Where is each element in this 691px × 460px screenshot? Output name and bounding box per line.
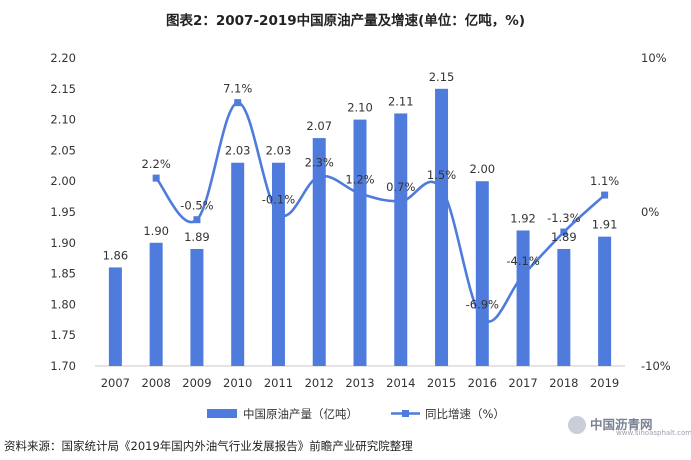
line-marker — [193, 216, 201, 224]
line-marker — [438, 185, 446, 193]
bar-data-label: 1.89 — [184, 230, 210, 244]
line-marker — [560, 228, 568, 236]
x-tick-label: 2008 — [142, 376, 171, 390]
y-left-tick-label: 1.80 — [50, 297, 76, 311]
line-marker — [478, 314, 486, 322]
y-left-tick-label: 2.10 — [50, 113, 76, 127]
line-marker — [234, 99, 242, 107]
x-tick-label: 2010 — [223, 376, 252, 390]
line-data-label: -0.5% — [180, 199, 213, 213]
y-left-tick-label: 2.05 — [50, 143, 76, 157]
bar-data-label: 2.07 — [306, 119, 332, 133]
x-tick-label: 2013 — [345, 376, 374, 390]
bar — [190, 248, 204, 366]
bar-data-label: 1.89 — [551, 230, 577, 244]
x-tick-label: 2019 — [590, 376, 619, 390]
line-data-label: -1.3% — [547, 211, 580, 225]
y-left-tick-label: 1.70 — [50, 359, 76, 373]
bar-data-label: 2.10 — [347, 101, 373, 115]
y-left-tick-label: 1.75 — [50, 328, 76, 342]
y-right-tick-label: 10% — [641, 51, 667, 65]
legend-line-label: 同比增速（%） — [425, 407, 505, 421]
legend-bar-swatch — [207, 409, 237, 418]
line-data-label: 2.2% — [142, 157, 171, 171]
x-tick-label: 2009 — [182, 376, 211, 390]
bar — [598, 236, 612, 366]
bar-data-label: 2.15 — [429, 70, 455, 84]
bar-data-label: 1.90 — [143, 224, 169, 238]
y-left-tick-label: 2.15 — [50, 82, 76, 96]
y-left-tick-label: 2.20 — [50, 51, 76, 65]
bar-data-label: 1.92 — [510, 211, 536, 225]
line-marker — [274, 210, 282, 218]
x-tick-label: 2012 — [305, 376, 334, 390]
line-marker — [356, 190, 364, 198]
bar — [149, 242, 163, 366]
x-tick-label: 2018 — [549, 376, 578, 390]
y-right-tick-label: 0% — [641, 205, 659, 219]
y-right-tick-label: -10% — [641, 359, 671, 373]
x-tick-label: 2017 — [508, 376, 537, 390]
y-left-tick-label: 2.00 — [50, 174, 76, 188]
y-left-tick-label: 1.95 — [50, 205, 76, 219]
line-data-label: 2.3% — [305, 156, 334, 170]
line-data-label: 1.1% — [590, 174, 619, 188]
bar — [475, 181, 489, 366]
bar-data-label: 2.03 — [225, 144, 251, 158]
legend-line-marker — [402, 410, 409, 417]
bar — [353, 119, 367, 366]
line-marker — [601, 191, 609, 199]
logo-icon — [568, 416, 586, 434]
site-logo: 中国沥青网 www.sinoasphalt.com — [568, 414, 691, 437]
bar-data-label: 2.00 — [470, 162, 496, 176]
bar-data-label: 1.91 — [592, 218, 618, 232]
logo-name: 中国沥青网 — [590, 417, 653, 432]
logo-url: www.sinoasphalt.com — [616, 429, 691, 437]
line-data-label: 1.2% — [345, 173, 374, 187]
line-data-label: -6.9% — [466, 297, 499, 311]
bar — [108, 267, 122, 366]
chart-title: 图表2：2007-2019中国原油产量及增速(单位：亿吨，%) — [165, 13, 525, 29]
line-marker — [315, 173, 323, 181]
line-marker — [519, 271, 527, 279]
x-tick-label: 2016 — [468, 376, 497, 390]
source-note: 资料来源：国家统计局《2019年国内外油气行业发展报告》前瞻产业研究院整理 — [4, 439, 413, 453]
line-data-label: -0.1% — [262, 193, 295, 207]
bar-data-label: 2.03 — [266, 144, 292, 158]
bar — [516, 230, 530, 366]
line-data-label: 0.7% — [386, 180, 415, 194]
line-marker — [397, 197, 405, 205]
x-tick-label: 2011 — [264, 376, 293, 390]
y-left-tick-label: 1.85 — [50, 267, 76, 281]
line-data-label: 7.1% — [223, 82, 252, 96]
x-tick-label: 2015 — [427, 376, 456, 390]
x-tick-label: 2014 — [386, 376, 415, 390]
x-tick-label: 2007 — [101, 376, 130, 390]
bar — [435, 88, 449, 367]
line-marker — [152, 174, 160, 182]
series-line — [155, 101, 606, 323]
bar — [312, 138, 326, 366]
bar — [394, 113, 408, 366]
bar — [557, 248, 571, 366]
bar-data-label: 2.11 — [388, 94, 414, 108]
bar — [231, 162, 245, 366]
line-data-label: -4.1% — [506, 254, 539, 268]
y-left-tick-label: 1.90 — [50, 236, 76, 250]
bar-data-label: 1.86 — [103, 248, 129, 262]
line-data-label: 1.5% — [427, 168, 456, 182]
legend-bar-label: 中国原油产量（亿吨） — [243, 407, 358, 421]
